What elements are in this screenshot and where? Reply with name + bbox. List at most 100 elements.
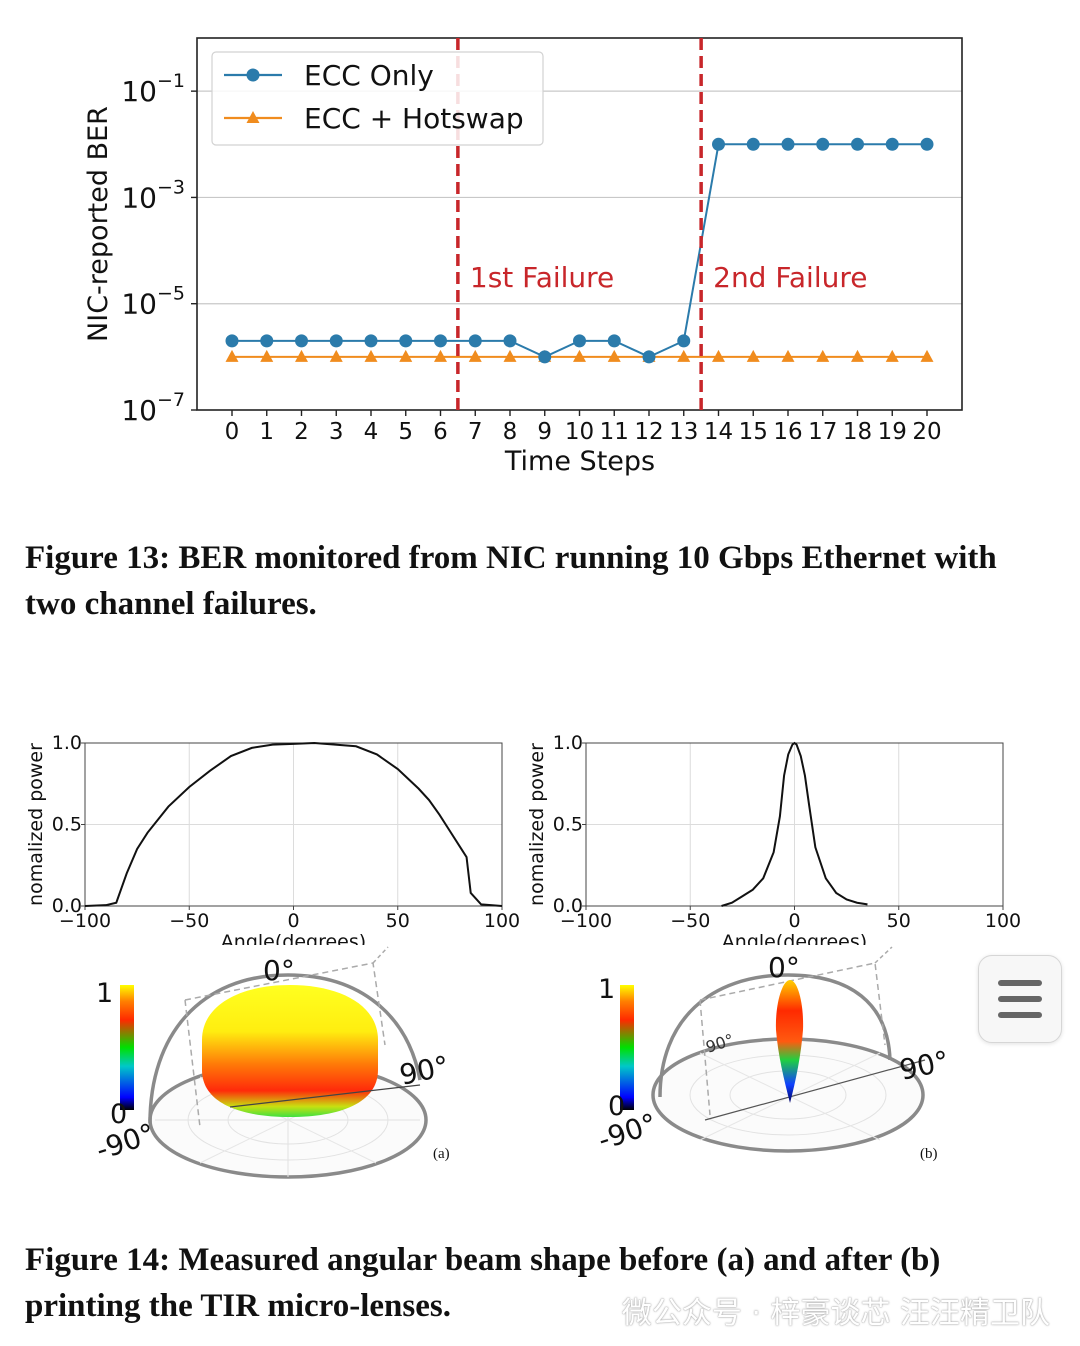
ecc-only-point <box>712 137 725 151</box>
legend-label: ECC Only <box>304 59 434 92</box>
ecc-hotswap-point <box>503 349 517 362</box>
beam-x-tick-label: 50 <box>887 910 911 932</box>
beam-x-axis-label: Angle(degrees) <box>722 931 867 945</box>
ecc-only-point <box>503 334 517 348</box>
ber-x-tick-label: 16 <box>773 419 802 445</box>
polar-a-neg90deg: -90° <box>92 1117 159 1167</box>
polar-beam-render-a: 1 0 0° 90° -90° (a) <box>92 946 452 1179</box>
ber-x-tick-label: 13 <box>669 419 698 445</box>
ecc-only-point <box>851 137 864 151</box>
ecc-only-point <box>468 334 482 348</box>
beam-plot-a: −100 −50 0 50 100 0.0 0.5 1.0 Angle(degrees) noma… <box>25 732 520 945</box>
polar-arc-a <box>148 973 422 1124</box>
ber-x-tick-label: 12 <box>634 419 663 445</box>
colorbar-a-min: 0 <box>110 1099 127 1130</box>
polar-arc-b <box>658 973 892 1098</box>
ber-x-tick-label: 1 <box>259 419 274 445</box>
beam-x-tick-label: −100 <box>560 910 612 932</box>
beam-shape-b <box>775 980 804 1103</box>
beam-y-tick-label: 1.0 <box>52 732 82 754</box>
beam-power-curve <box>721 741 868 907</box>
ecc-only-point <box>607 334 621 348</box>
ber-x-tick-label: 0 <box>225 419 240 445</box>
failure-label-2: 2nd Failure <box>713 261 867 294</box>
panel-label-a: (a) <box>433 1146 450 1162</box>
ecc-only-point <box>399 334 413 348</box>
ber-x-tick-label: 5 <box>398 419 413 445</box>
legend-marker-triangle <box>246 111 260 123</box>
ber-chart: 10−710−510−310−1 0 1 2 3 4 5 6 7 8 9 10 11 12 13 14 15 1… <box>83 37 963 477</box>
ber-x-tick-label: 19 <box>878 419 907 445</box>
beam-power-curve <box>84 741 503 907</box>
ecc-only-point <box>434 334 447 348</box>
beam-plot-b: −100 −50 0 50 100 0.0 0.5 1.0 Angle(degrees) noma… <box>526 732 1021 945</box>
colorbar-b-min: 0 <box>608 1091 625 1122</box>
ecc-only-point <box>781 137 795 151</box>
ber-x-tick-label: 9 <box>537 419 552 445</box>
ecc-only-point <box>364 334 378 348</box>
ber-x-tick-label: 7 <box>468 419 483 445</box>
beam-x-tick-label: 100 <box>484 910 520 932</box>
ber-x-ticks: 0 1 2 3 4 5 6 7 8 9 10 11 12 13 14 15 16 17 18 19 20 <box>225 410 942 445</box>
ecc-only-point <box>295 334 308 348</box>
beam-x-tick-label: −100 <box>59 910 111 932</box>
ber-series <box>225 137 934 364</box>
ecc-hotswap-point <box>920 349 934 362</box>
ecc-only-point <box>538 350 552 364</box>
ber-y-tick-label: 10−3 <box>121 176 185 214</box>
ecc-only-point <box>885 137 899 151</box>
beam-y-axis-label: nomalized power <box>526 743 548 906</box>
hamburger-menu-icon[interactable] <box>978 955 1062 1043</box>
ber-y-tick-label: 10−5 <box>121 283 185 321</box>
beam-y-tick-label: 0.5 <box>52 814 82 836</box>
ecc-only-point <box>746 137 760 151</box>
beam-x-tick-label: −50 <box>670 910 710 932</box>
ber-x-tick-label: 17 <box>808 419 837 445</box>
ber-x-tick-label: 11 <box>600 419 629 445</box>
ecc-hotswap-point <box>781 349 795 362</box>
ber-x-axis-label: Time Steps <box>504 446 655 477</box>
series-line-ecc-only <box>232 143 927 358</box>
ber-legend: ECC Only ECC + Hotswap <box>211 51 544 146</box>
ecc-hotswap-point <box>295 349 308 362</box>
ber-legend-box <box>211 51 544 146</box>
beam-line-plots: −100 −50 0 50 100 0.0 0.5 1.0 Angle(degrees) noma… <box>25 732 1021 945</box>
ber-annotations: 1st Failure 2nd Failure <box>456 38 867 410</box>
beam-y-tick-label: 0.5 <box>553 814 583 836</box>
ecc-hotswap-point <box>816 349 830 362</box>
ber-x-tick-label: 3 <box>329 419 344 445</box>
ber-y-tick-label: 10−7 <box>121 389 185 427</box>
legend-label: ECC + Hotswap <box>304 102 524 135</box>
ber-x-tick-label: 10 <box>565 419 594 445</box>
ber-x-tick-label: 8 <box>503 419 518 445</box>
watermark: 微公众号 · 梓豪谈芯 汪汪精卫队 <box>621 1296 1050 1331</box>
beam-x-tick-label: −50 <box>169 910 209 932</box>
ecc-hotswap-point <box>399 349 413 362</box>
figure-13-caption: Figure 13: BER monitored from NIC runnin… <box>25 540 997 622</box>
panel-label-b: (b) <box>920 1146 938 1162</box>
ecc-only-point <box>329 334 343 348</box>
colorbar-a <box>120 985 134 1110</box>
ecc-hotswap-point <box>434 349 447 362</box>
ecc-only-point <box>225 334 239 348</box>
failure-label-1: 1st Failure <box>470 261 614 294</box>
ecc-hotswap-point <box>468 349 482 362</box>
ecc-hotswap-point <box>364 349 378 362</box>
beam-x-axis-label: Angle(degrees) <box>221 931 366 945</box>
colorbar-a-max: 1 <box>96 978 113 1009</box>
beam-x-tick-label: 0 <box>287 910 299 932</box>
ber-y-ticks: 10−7 10−5 10−3 10−1 <box>121 70 197 427</box>
ecc-hotswap-point <box>260 349 274 362</box>
polar-b-neg90deg: -90° <box>594 1107 661 1157</box>
ber-x-tick-label: 18 <box>843 419 872 445</box>
ber-x-tick-label: 20 <box>912 419 941 445</box>
ber-x-tick-label: 6 <box>433 419 448 445</box>
ecc-hotswap-point <box>851 349 864 362</box>
ecc-only-point <box>677 334 691 348</box>
ber-y-axis-label: NIC-reported BER <box>83 106 114 342</box>
beam-y-tick-label: 0.0 <box>553 895 583 917</box>
polar-a-0deg: 0° <box>263 954 295 987</box>
ecc-only-point <box>260 334 274 348</box>
beam-x-tick-label: 50 <box>386 910 410 932</box>
beam-y-tick-label: 1.0 <box>553 732 583 754</box>
